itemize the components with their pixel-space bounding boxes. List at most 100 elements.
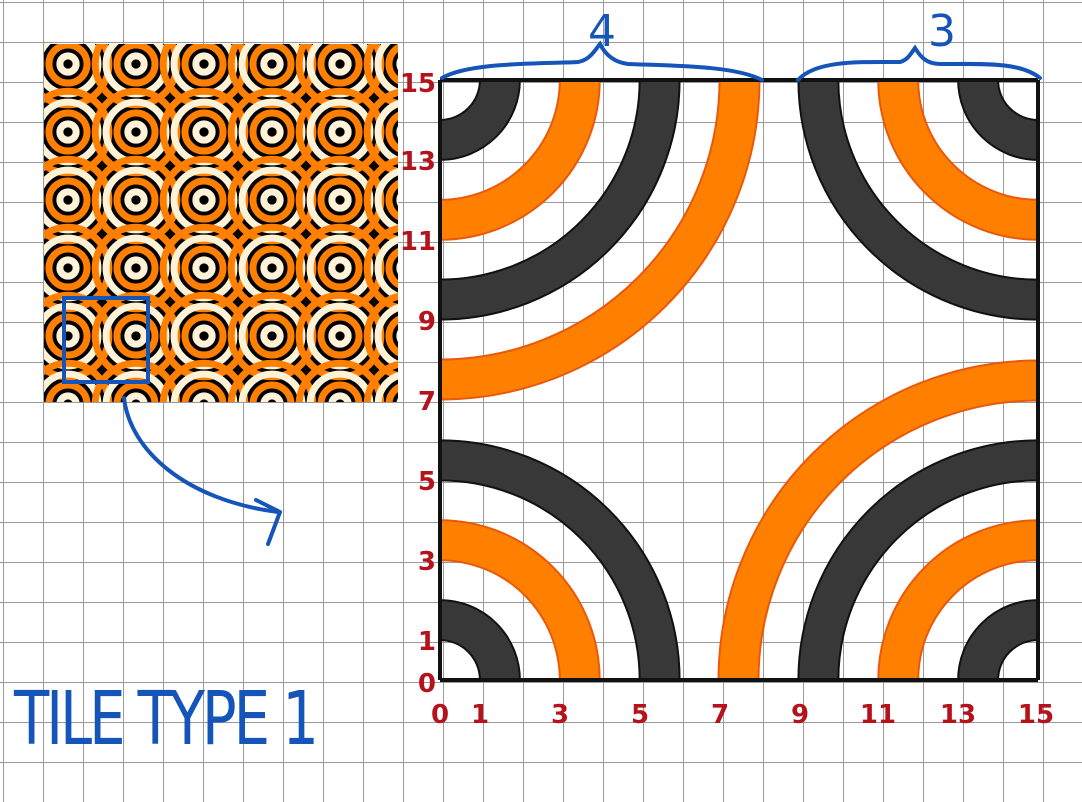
thumbnail-ring: [124, 392, 148, 402]
thumbnail-ring: [260, 120, 284, 144]
y-axis-label: 3: [417, 547, 436, 577]
thumbnail-ring: [56, 392, 80, 402]
y-axis-label: 5: [417, 467, 436, 497]
thumbnail-ring: [374, 236, 398, 300]
y-axis-label: 9: [417, 307, 436, 337]
thumbnail-ring: [260, 256, 284, 280]
thumbnail-ring: [328, 392, 352, 402]
thumbnail-ring: [113, 44, 159, 87]
thumbnail-ring: [306, 370, 374, 402]
x-axis-label: 5: [630, 700, 650, 730]
y-axis-label: 13: [399, 147, 436, 177]
span-label-right: 3: [928, 6, 956, 57]
x-axis-label: 3: [550, 700, 570, 730]
thumbnail-ring: [317, 44, 363, 87]
dark-gray-arc: [439, 599, 521, 681]
thumbnail-ring: [374, 168, 398, 232]
thumbnail-ring: [56, 324, 80, 348]
thumbnail-ring: [124, 188, 148, 212]
thumbnail-ring: [192, 392, 216, 402]
thumbnail-ring: [363, 88, 398, 176]
thumbnail-ring: [45, 381, 91, 402]
thumbnail-ring: [124, 120, 148, 144]
thumbnail-ring: [385, 247, 398, 289]
thumbnail-ring: [45, 245, 91, 291]
thumbnail-ring: [328, 120, 352, 144]
thumbnail-ring: [249, 44, 295, 87]
thumbnail-ring: [45, 44, 91, 87]
pointer-arrow-head: [254, 498, 282, 546]
thumbnail-ring: [181, 245, 227, 291]
span-label-left: 4: [588, 6, 616, 57]
thumbnail-ring: [249, 177, 295, 223]
annotations: [62, 40, 1042, 546]
tile-arcs: [439, 79, 1039, 681]
thumbnail-ring: [102, 370, 170, 402]
y-axis-label: 0: [417, 669, 436, 699]
thumbnail-ring: [113, 177, 159, 223]
thumbnail-ring: [56, 188, 80, 212]
thumbnail-ring: [363, 44, 398, 108]
thumbnail-ring: [44, 370, 102, 402]
thumbnail-ring: [192, 324, 216, 348]
thumbnail-ring: [113, 245, 159, 291]
thumbnail-ring: [56, 256, 80, 280]
thumbnail-ring: [181, 381, 227, 402]
thumbnail-highlight-box: [62, 296, 150, 384]
thumbnail-ring: [374, 304, 398, 368]
thumbnail-ring: [328, 52, 352, 76]
span-brace-left: [440, 40, 764, 82]
thumbnail-ring: [113, 381, 159, 402]
x-axis-label: 13: [939, 700, 977, 730]
thumbnail-ring: [124, 52, 148, 76]
thumbnail-ring: [56, 120, 80, 144]
thumbnail-ring: [113, 313, 159, 359]
thumbnail-ring: [249, 245, 295, 291]
thumbnail-ring: [192, 120, 216, 144]
x-axis-label: 7: [710, 700, 730, 730]
thumbnail-ring: [159, 359, 249, 402]
thumbnail-ring: [385, 44, 398, 85]
y-axis-label: 11: [399, 227, 436, 257]
x-axis-label: 11: [859, 700, 897, 730]
thumbnail-ring: [124, 324, 148, 348]
orange-arc: [439, 79, 601, 241]
y-axis-label: 1: [417, 627, 436, 657]
span-brace-right: [796, 44, 1042, 82]
thumbnail-ring: [385, 315, 398, 357]
thumbnail-ring: [317, 381, 363, 402]
thumbnail-ring: [181, 313, 227, 359]
pattern-thumbnail-graphic: [44, 44, 398, 402]
thumbnail-ring: [45, 177, 91, 223]
thumbnail-ring: [328, 256, 352, 280]
thumbnail-ring: [170, 370, 238, 402]
thumbnail-ring: [192, 52, 216, 76]
thumbnail-ring: [317, 177, 363, 223]
thumbnail-ring: [124, 256, 148, 280]
thumbnail-ring: [45, 313, 91, 359]
thumbnail-ring: [260, 188, 284, 212]
thumbnail-ring: [44, 359, 113, 402]
thumbnail-ring: [249, 109, 295, 155]
thumbnail-ring: [317, 245, 363, 291]
pointer-arrow: [122, 396, 280, 514]
dark-gray-arc: [439, 79, 521, 161]
thumbnail-ring: [56, 52, 80, 76]
thumbnail-ring: [91, 359, 181, 402]
dark-gray-arc: [957, 79, 1039, 161]
orange-arc: [439, 519, 601, 681]
x-axis-label: 15: [1017, 700, 1055, 730]
thumbnail-ring: [227, 359, 317, 402]
thumbnail-ring: [192, 256, 216, 280]
y-axis-label: 7: [417, 387, 436, 417]
orange-arc: [877, 519, 1039, 681]
thumbnail-ring: [260, 324, 284, 348]
thumbnail-ring: [113, 109, 159, 155]
thumbnail-ring: [181, 109, 227, 155]
x-axis-label: 1: [470, 700, 490, 730]
thumbnail-ring: [363, 156, 398, 244]
thumbnail-ring: [328, 324, 352, 348]
dark-gray-arc: [957, 599, 1039, 681]
pattern-thumbnail: [44, 44, 398, 402]
